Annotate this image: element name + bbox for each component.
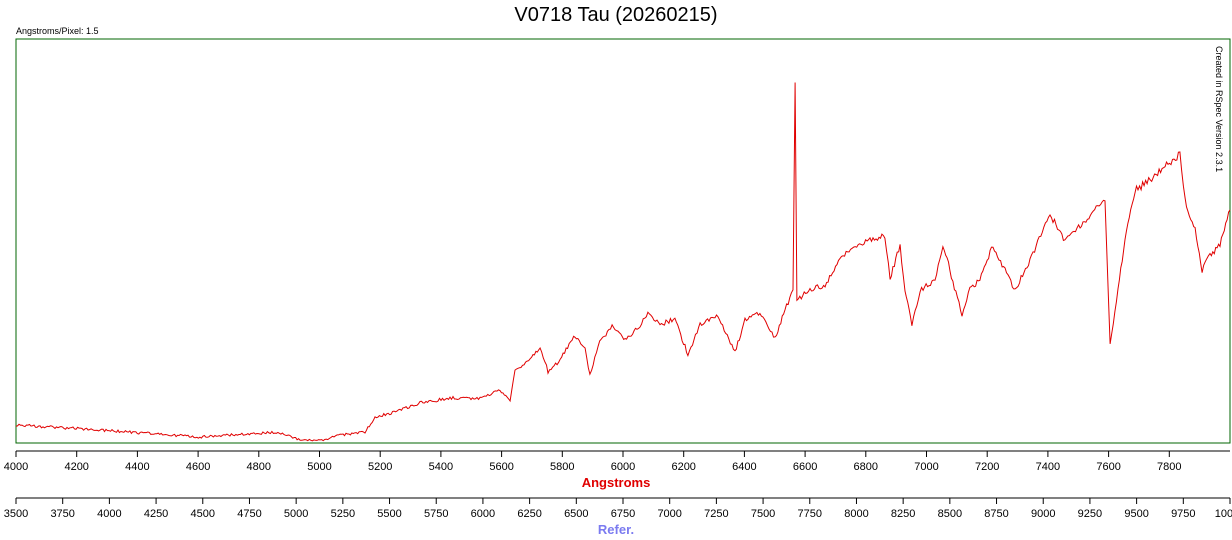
x2-tick-label: 9750 bbox=[1171, 508, 1195, 520]
x2-tick-label: 6750 bbox=[611, 508, 635, 520]
x2-tick-label: 7000 bbox=[657, 508, 681, 520]
x2-tick-label: 4750 bbox=[237, 508, 261, 520]
x-tick-label: 5200 bbox=[368, 461, 392, 473]
spectrum-line bbox=[15, 82, 1231, 442]
x-tick-label: 7200 bbox=[975, 461, 999, 473]
x2-tick-label: 4000 bbox=[97, 508, 121, 520]
x2-tick-label: 5500 bbox=[377, 508, 401, 520]
x2-tick-label: 8500 bbox=[938, 508, 962, 520]
x-tick-label: 7400 bbox=[1036, 461, 1060, 473]
x2-tick-label: 4250 bbox=[144, 508, 168, 520]
x-tick-label: 7800 bbox=[1157, 461, 1181, 473]
plot-frame bbox=[15, 38, 1231, 444]
x-tick-label: 7600 bbox=[1096, 461, 1120, 473]
x-axis-label: Angstroms bbox=[581, 475, 651, 490]
x-tick-label: 7000 bbox=[914, 461, 938, 473]
x2-tick-label: 7250 bbox=[704, 508, 728, 520]
x2-tick-label: 7750 bbox=[798, 508, 822, 520]
x-tick-label: 6200 bbox=[671, 461, 695, 473]
x2-tick-label: 7500 bbox=[751, 508, 775, 520]
credit-note: Created in RSpec Version 2.3.1 bbox=[1214, 46, 1224, 173]
x-tick-label: 5800 bbox=[550, 461, 574, 473]
x2-tick-label: 9000 bbox=[1031, 508, 1055, 520]
x2-tick-label: 10000 bbox=[1215, 508, 1232, 520]
x-tick-label: 5600 bbox=[489, 461, 513, 473]
x-tick-label: 6400 bbox=[732, 461, 756, 473]
x2-tick-label: 4500 bbox=[191, 508, 215, 520]
x2-tick-label: 6500 bbox=[564, 508, 588, 520]
x2-tick-label: 5000 bbox=[284, 508, 308, 520]
x2-tick-label: 6250 bbox=[517, 508, 541, 520]
x-tick-label: 6000 bbox=[611, 461, 635, 473]
x-tick-label: 4400 bbox=[125, 461, 149, 473]
x2-tick-label: 6000 bbox=[471, 508, 495, 520]
x2-tick-label: 9500 bbox=[1124, 508, 1148, 520]
x2-tick-label: 3500 bbox=[4, 508, 28, 520]
x-tick-label: 4600 bbox=[186, 461, 210, 473]
x2-tick-label: 8750 bbox=[984, 508, 1008, 520]
x2-tick-label: 5750 bbox=[424, 508, 448, 520]
x-tick-label: 5000 bbox=[307, 461, 331, 473]
chart-title: V0718 Tau (20260215) bbox=[514, 4, 718, 26]
angstroms-per-pixel-note: Angstroms/Pixel: 1.5 bbox=[16, 26, 99, 36]
x-tick-label: 6800 bbox=[854, 461, 878, 473]
x-tick-label: 5400 bbox=[429, 461, 453, 473]
x-tick-label: 4800 bbox=[247, 461, 271, 473]
x2-axis-label: Refer. bbox=[597, 522, 635, 537]
x2-tick-label: 3750 bbox=[50, 508, 74, 520]
x-tick-label: 4200 bbox=[64, 461, 88, 473]
x2-tick-label: 8000 bbox=[844, 508, 868, 520]
x2-tick-label: 9250 bbox=[1078, 508, 1102, 520]
x-tick-label: 6600 bbox=[793, 461, 817, 473]
x2-tick-label: 5250 bbox=[331, 508, 355, 520]
x2-tick-label: 8250 bbox=[891, 508, 915, 520]
x-tick-label: 4000 bbox=[4, 461, 28, 473]
